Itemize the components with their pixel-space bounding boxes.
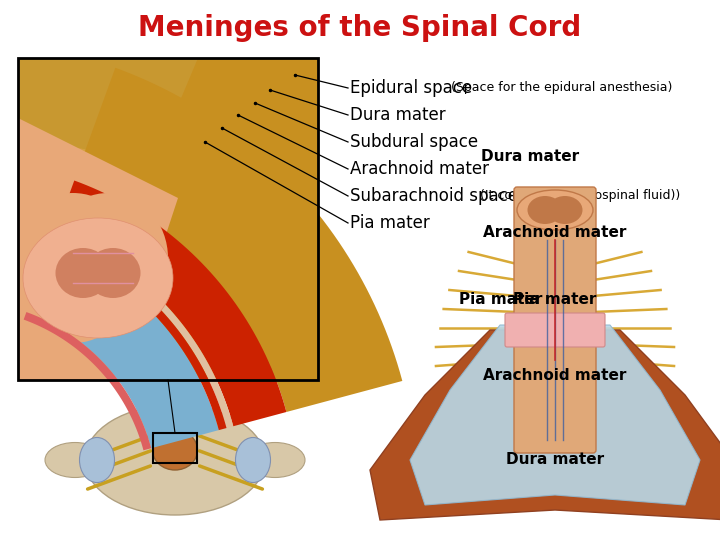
Polygon shape (27, 246, 219, 448)
Text: Pia mater: Pia mater (513, 293, 597, 307)
Ellipse shape (79, 437, 114, 483)
Ellipse shape (517, 190, 593, 230)
Polygon shape (74, 68, 402, 412)
Ellipse shape (18, 193, 128, 293)
Text: Arachnoid mater: Arachnoid mater (483, 225, 626, 240)
Ellipse shape (85, 405, 265, 515)
Polygon shape (24, 312, 151, 450)
Bar (18, 58, 318, 380)
Ellipse shape (86, 248, 140, 298)
Polygon shape (118, 58, 318, 380)
Text: Pia mater: Pia mater (459, 292, 543, 307)
Ellipse shape (18, 243, 128, 343)
Polygon shape (55, 180, 287, 426)
Text: Dura mater: Dura mater (481, 149, 579, 164)
Ellipse shape (48, 193, 168, 323)
Ellipse shape (55, 248, 110, 298)
Text: Meninges of the Spinal Cord: Meninges of the Spinal Cord (138, 14, 582, 42)
FancyBboxPatch shape (514, 187, 596, 453)
Ellipse shape (245, 442, 305, 477)
Text: Subdural space: Subdural space (350, 133, 478, 151)
Text: Epidural space: Epidural space (350, 79, 472, 97)
Text: Dura mater: Dura mater (506, 453, 604, 468)
Ellipse shape (163, 385, 187, 415)
Text: Pia mater: Pia mater (350, 214, 430, 232)
Ellipse shape (235, 437, 271, 483)
Ellipse shape (153, 430, 197, 470)
Polygon shape (370, 330, 720, 520)
Polygon shape (118, 258, 318, 380)
FancyBboxPatch shape (505, 313, 605, 347)
Polygon shape (53, 232, 233, 428)
Polygon shape (50, 239, 227, 430)
Ellipse shape (23, 218, 173, 338)
Text: (It contains cerebrospinal fluid)): (It contains cerebrospinal fluid)) (480, 190, 680, 202)
Ellipse shape (547, 196, 582, 224)
Text: Dura mater: Dura mater (350, 106, 446, 124)
Text: (Space for the epidural anesthesia): (Space for the epidural anesthesia) (451, 82, 672, 94)
Ellipse shape (45, 442, 105, 477)
Text: Arachnoid mater: Arachnoid mater (483, 368, 626, 382)
Bar (153, 433, 197, 463)
Text: Subarachnoid space: Subarachnoid space (350, 187, 518, 205)
Bar (55, 375, 295, 535)
Polygon shape (410, 325, 700, 505)
Polygon shape (18, 118, 178, 380)
Polygon shape (18, 58, 318, 188)
Text: Arachnoid mater: Arachnoid mater (350, 160, 489, 178)
Polygon shape (18, 58, 318, 380)
Ellipse shape (528, 196, 562, 224)
